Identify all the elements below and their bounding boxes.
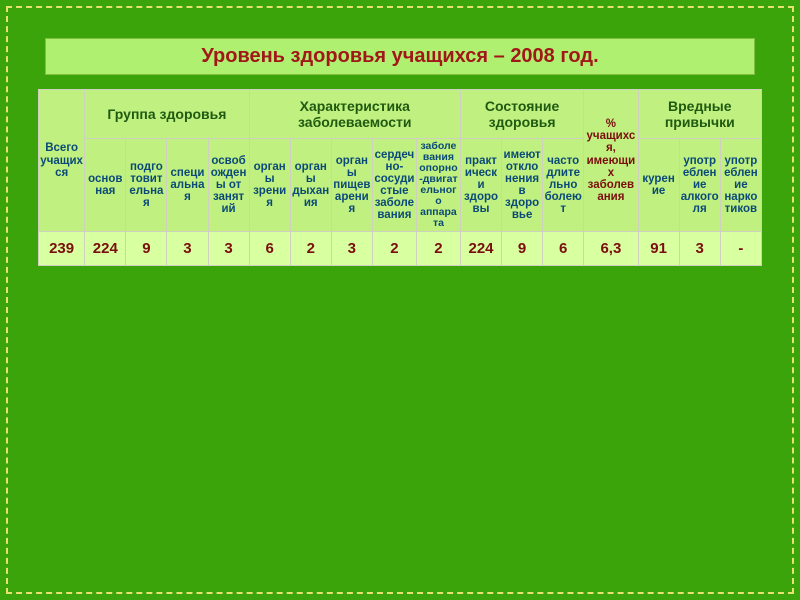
cell-musculo: 2 — [416, 232, 460, 266]
sub-breath: органы дыхания — [290, 139, 331, 232]
inner-frame: Уровень здоровья учащихся – 2008 год. Вс… — [6, 6, 794, 594]
sub-healthy: практически здоровы — [460, 139, 501, 232]
header-row-sub: основная подготовительная специальная ос… — [39, 139, 762, 232]
sub-oftenill: часто длительно болеют — [543, 139, 584, 232]
data-row: 239 224 9 3 3 6 2 3 2 2 224 9 6 6,3 91 3 — [39, 232, 762, 266]
cell-percent: 6,3 — [584, 232, 638, 266]
cell-cardio: 2 — [372, 232, 416, 266]
title-box: Уровень здоровья учащихся – 2008 год. — [45, 38, 755, 75]
group-state: Состояние здоровья — [460, 90, 583, 139]
cell-drugs: - — [720, 232, 761, 266]
sub-smoking: курение — [638, 139, 679, 232]
group-habits: Вредные привычки — [638, 90, 761, 139]
cell-exempt: 3 — [208, 232, 249, 266]
sub-alcohol: употребление алкоголя — [679, 139, 720, 232]
sub-prep: подготовительная — [126, 139, 167, 232]
cell-main: 224 — [85, 232, 126, 266]
outer-frame: Уровень здоровья учащихся – 2008 год. Вс… — [0, 0, 800, 600]
cell-vision: 6 — [249, 232, 290, 266]
sub-musculo: заболевания опорно-двигательного аппарат… — [416, 139, 460, 232]
sub-deviation: имеют отклонения в здоровье — [502, 139, 543, 232]
cell-healthy: 224 — [460, 232, 501, 266]
cell-smoking: 91 — [638, 232, 679, 266]
group-health: Группа здоровья — [85, 90, 249, 139]
health-table: Всего учащихся Группа здоровья Характери… — [38, 89, 762, 266]
col-total: Всего учащихся — [39, 90, 85, 232]
cell-special: 3 — [167, 232, 208, 266]
cell-deviation: 9 — [502, 232, 543, 266]
sub-special: специальная — [167, 139, 208, 232]
sub-drugs: употребление наркотиков — [720, 139, 761, 232]
header-row-groups: Всего учащихся Группа здоровья Характери… — [39, 90, 762, 139]
cell-breath: 2 — [290, 232, 331, 266]
cell-digest: 3 — [331, 232, 372, 266]
cell-alcohol: 3 — [679, 232, 720, 266]
sub-digest: органы пищеварения — [331, 139, 372, 232]
sub-exempt: освобождены от занятий — [208, 139, 249, 232]
sub-vision: органы зрения — [249, 139, 290, 232]
group-morbidity: Характеристика заболеваемости — [249, 90, 460, 139]
sub-cardio: сердечно-сосудистые заболевания — [372, 139, 416, 232]
cell-oftenill: 6 — [543, 232, 584, 266]
sub-main: основная — [85, 139, 126, 232]
cell-prep: 9 — [126, 232, 167, 266]
cell-total: 239 — [39, 232, 85, 266]
page-title: Уровень здоровья учащихся – 2008 год. — [201, 45, 598, 67]
col-percent: % учащихся, имеющих заболевания — [584, 90, 638, 232]
